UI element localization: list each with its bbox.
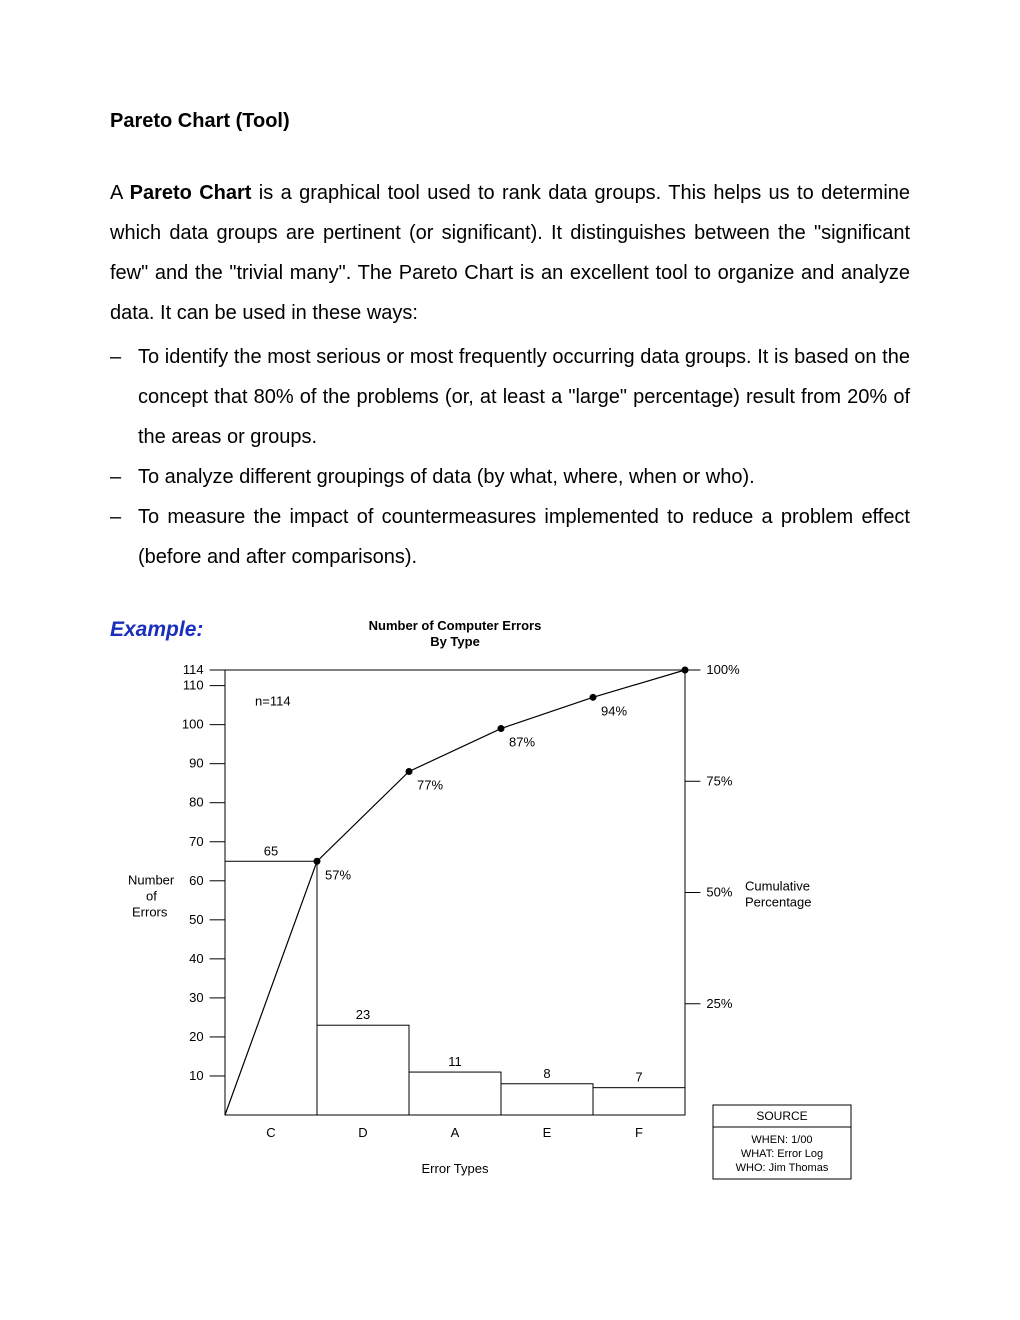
svg-text:n=114: n=114 — [255, 694, 291, 709]
bullet-dash-icon: – — [110, 457, 138, 497]
bullet-dash-icon: – — [110, 337, 138, 457]
svg-text:WHEN: 1/00: WHEN: 1/00 — [751, 1134, 812, 1146]
bullet-bold: To identify — [138, 346, 228, 368]
bullet-item: – To analyze different groupings of data… — [110, 457, 910, 497]
svg-text:80: 80 — [189, 795, 203, 810]
svg-text:110: 110 — [183, 678, 204, 693]
svg-text:40: 40 — [189, 951, 203, 966]
svg-text:50%: 50% — [706, 885, 732, 900]
svg-text:SOURCE: SOURCE — [756, 1109, 807, 1123]
svg-text:57%: 57% — [325, 867, 351, 882]
svg-text:8: 8 — [543, 1066, 550, 1081]
intro-prefix: A — [110, 182, 130, 204]
bullet-text: different groupings of data (by what, wh… — [234, 466, 755, 488]
svg-text:C: C — [266, 1125, 275, 1140]
svg-text:11: 11 — [448, 1054, 462, 1069]
svg-text:77%: 77% — [417, 777, 443, 792]
svg-text:50: 50 — [189, 912, 203, 927]
svg-text:By Type: By Type — [430, 634, 480, 649]
svg-text:A: A — [451, 1125, 460, 1140]
bullet-bold-after: after — [246, 546, 286, 568]
svg-text:100: 100 — [182, 717, 204, 732]
intro-paragraph: A Pareto Chart is a graphical tool used … — [110, 173, 910, 333]
svg-text:65: 65 — [264, 843, 278, 858]
svg-text:Percentage: Percentage — [745, 895, 812, 910]
svg-text:23: 23 — [356, 1007, 370, 1022]
svg-text:Cumulative: Cumulative — [745, 879, 810, 894]
bullet-bold: To analyze — [138, 466, 234, 488]
svg-text:30: 30 — [189, 990, 203, 1005]
svg-text:7: 7 — [635, 1070, 642, 1085]
bullet-and: and — [201, 546, 245, 568]
svg-text:70: 70 — [189, 834, 203, 849]
page-title: Pareto Chart (Tool) — [110, 110, 910, 133]
svg-text:D: D — [358, 1125, 367, 1140]
svg-text:94%: 94% — [601, 703, 627, 718]
svg-text:E: E — [543, 1125, 552, 1140]
svg-text:of: of — [146, 889, 157, 904]
svg-text:75%: 75% — [706, 773, 732, 788]
svg-text:90: 90 — [189, 756, 203, 771]
svg-text:WHAT: Error Log: WHAT: Error Log — [741, 1148, 823, 1160]
bullet-bold: To measure — [138, 506, 245, 528]
bullet-end: comparisons). — [286, 546, 417, 568]
bullet-dash-icon: – — [110, 497, 138, 577]
svg-text:100%: 100% — [706, 662, 740, 677]
svg-text:87%: 87% — [509, 735, 535, 750]
svg-text:Number of Computer Errors: Number of Computer Errors — [369, 618, 542, 633]
svg-text:F: F — [635, 1125, 643, 1140]
svg-text:Number: Number — [128, 873, 175, 888]
svg-text:WHO: Jim Thomas: WHO: Jim Thomas — [736, 1162, 829, 1174]
bullet-item: – To identify the most serious or most f… — [110, 337, 910, 457]
svg-text:25%: 25% — [706, 996, 732, 1011]
intro-bold: Pareto Chart — [130, 182, 252, 204]
svg-text:20: 20 — [189, 1029, 203, 1044]
bullet-bold-before: before — [145, 546, 202, 568]
bullet-text: the most serious or most frequently occu… — [138, 346, 910, 448]
svg-text:Error Types: Error Types — [422, 1161, 489, 1176]
pareto-chart: Number of Computer ErrorsBy Type 10 20 30 40… — [110, 610, 910, 1230]
svg-text:60: 60 — [189, 873, 203, 888]
svg-text:Errors: Errors — [132, 905, 168, 920]
svg-text:114: 114 — [183, 662, 204, 677]
pareto-chart-svg: Number of Computer ErrorsBy Type 10 20 30 40… — [110, 610, 910, 1230]
svg-text:10: 10 — [189, 1068, 203, 1083]
bullet-item: – To measure the impact of countermeasur… — [110, 497, 910, 577]
bullet-list: – To identify the most serious or most f… — [110, 337, 910, 577]
